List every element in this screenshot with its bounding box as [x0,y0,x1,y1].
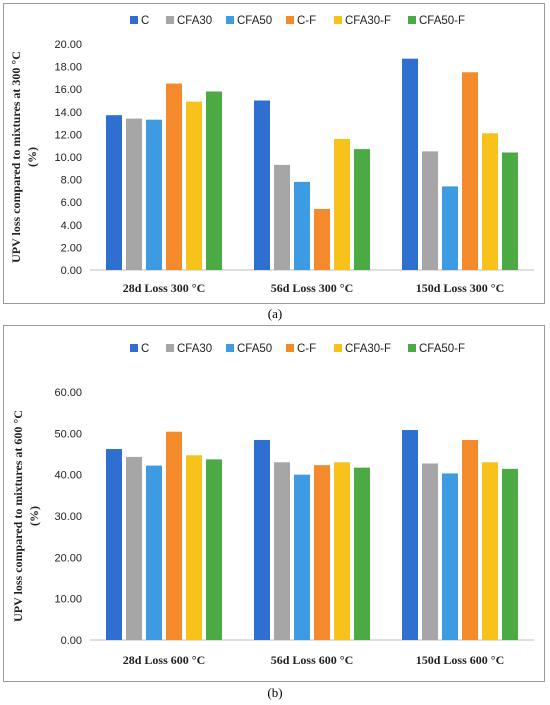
bar-cfa30-f-1 [334,462,350,640]
bar-c-0 [106,449,122,640]
bar-cfa50-0 [146,465,162,640]
bar-cfa50-f-1 [354,467,370,640]
bar-cfa30-f-1 [334,138,350,270]
bar-c-f-0 [166,431,182,640]
legend-label-c-f: C-F [297,343,316,355]
bar-cfa50-f-0 [206,91,222,271]
chart-panel-b: C CFA30 CFA50 C-F CFA30-F CFA50-F 0.00 10.00 20.… [3,325,545,682]
bar-cfa30-1 [274,164,290,270]
y-tick-label: 30.00 [54,511,82,523]
y-tick-label: 20.00 [54,552,82,564]
chart-a-svg: C CFA30 CFA50 C-F CFA30-F CFA50-F 0.00 2.00 4.00… [9,15,534,295]
legend-label-cfa50-f: CFA50-F [419,343,465,355]
legend-swatch-c-f [286,16,294,24]
caption-a: (a) [267,306,283,321]
bar-cfa30-0 [126,456,142,640]
category-label: 56d Loss 600 °C [271,653,353,667]
legend-swatch-cfa50-f [408,344,416,352]
y-axis-unit: (%) [25,147,39,167]
y-tick-label: 4.00 [61,220,82,232]
bar-c-1 [254,100,270,270]
bar-c-f-1 [314,208,330,270]
legend-label-c-f: C-F [297,15,316,27]
bar-cfa30-2 [422,151,438,270]
category-label: 28d Loss 300 °C [123,281,205,295]
legend-label-cfa30-f: CFA30-F [345,15,391,27]
bar-c-1 [254,439,270,640]
legend-swatch-cfa30-f [334,16,342,24]
y-tick-label: 60.00 [54,387,82,399]
bar-c-2 [402,430,418,640]
y-tick-label: 12.00 [54,129,82,141]
legend-swatch-cfa30 [166,16,174,24]
category-label: 150d Loss 300 °C [416,281,504,295]
bar-c-2 [402,58,418,270]
bar-cfa50-1 [294,181,310,270]
bar-cfa30-f-0 [186,101,202,270]
legend-swatch-c [130,344,138,352]
bar-cfa50-0 [146,119,162,271]
y-tick-label: 50.00 [54,428,82,440]
legend-label-c: C [141,15,149,27]
bar-cfa50-2 [442,473,458,640]
bar-cfa30-f-2 [482,462,498,640]
y-tick-label: 18.00 [54,62,82,74]
legend-label-c: C [141,343,149,355]
bar-c-f-1 [314,465,330,640]
y-tick-label: 10.00 [54,152,82,164]
bar-c-f-0 [166,83,182,270]
y-tick-label: 0.00 [61,635,82,647]
y-axis-label: UPV loss compared to mixtures at 600 °C [11,410,25,622]
legend-swatch-c-f [286,344,294,352]
y-tick-label: 6.00 [61,197,82,209]
bar-cfa50-2 [442,186,458,270]
legend-label-cfa50: CFA50 [237,343,272,355]
bar-cfa30-1 [274,462,290,640]
bar-cfa50-f-1 [354,149,370,270]
bar-cfa50-f-0 [206,459,222,640]
y-tick-label: 8.00 [61,175,82,187]
bar-cfa30-2 [422,463,438,640]
y-tick-label: 2.00 [61,242,82,254]
legend-swatch-cfa30 [166,344,174,352]
legend-swatch-cfa50-f [408,16,416,24]
legend-swatch-cfa50 [226,344,234,352]
y-tick-label: 16.00 [54,84,82,96]
bar-cfa50-f-2 [502,152,518,270]
y-tick-label: 40.00 [54,470,82,482]
chart-panel-a: C CFA30 CFA50 C-F CFA30-F CFA50-F 0.00 2.00 4.00… [3,3,545,304]
bar-cfa30-f-2 [482,133,498,270]
chart-b-svg: C CFA30 CFA50 C-F CFA30-F CFA50-F 0.00 10.00 20.… [11,343,534,667]
legend-label-cfa30-f: CFA30-F [345,343,391,355]
bar-c-f-2 [462,72,478,270]
category-label: 56d Loss 300 °C [271,281,353,295]
bar-cfa50-1 [294,474,310,640]
y-tick-label: 0.00 [61,265,82,277]
caption-b: (b) [267,685,283,700]
y-tick-label: 10.00 [54,594,82,606]
bar-cfa30-0 [126,118,142,270]
legend-label-cfa30: CFA30 [177,343,212,355]
y-axis-label: UPV loss compared to mixtures at 300 °C [9,51,23,263]
bar-cfa30-f-0 [186,455,202,640]
bar-c-0 [106,115,122,270]
y-axis-unit: (%) [27,506,41,526]
y-tick-label: 20.00 [54,39,82,51]
legend-label-cfa50-f: CFA50-F [419,15,465,27]
category-label: 150d Loss 600 °C [416,653,504,667]
legend-swatch-cfa50 [226,16,234,24]
legend-label-cfa30: CFA30 [177,15,212,27]
y-tick-label: 14.00 [54,107,82,119]
bar-cfa50-f-2 [502,468,518,640]
legend-label-cfa50: CFA50 [237,15,272,27]
legend-swatch-cfa30-f [334,344,342,352]
bar-c-f-2 [462,439,478,640]
legend-swatch-c [130,16,138,24]
category-label: 28d Loss 600 °C [123,653,205,667]
